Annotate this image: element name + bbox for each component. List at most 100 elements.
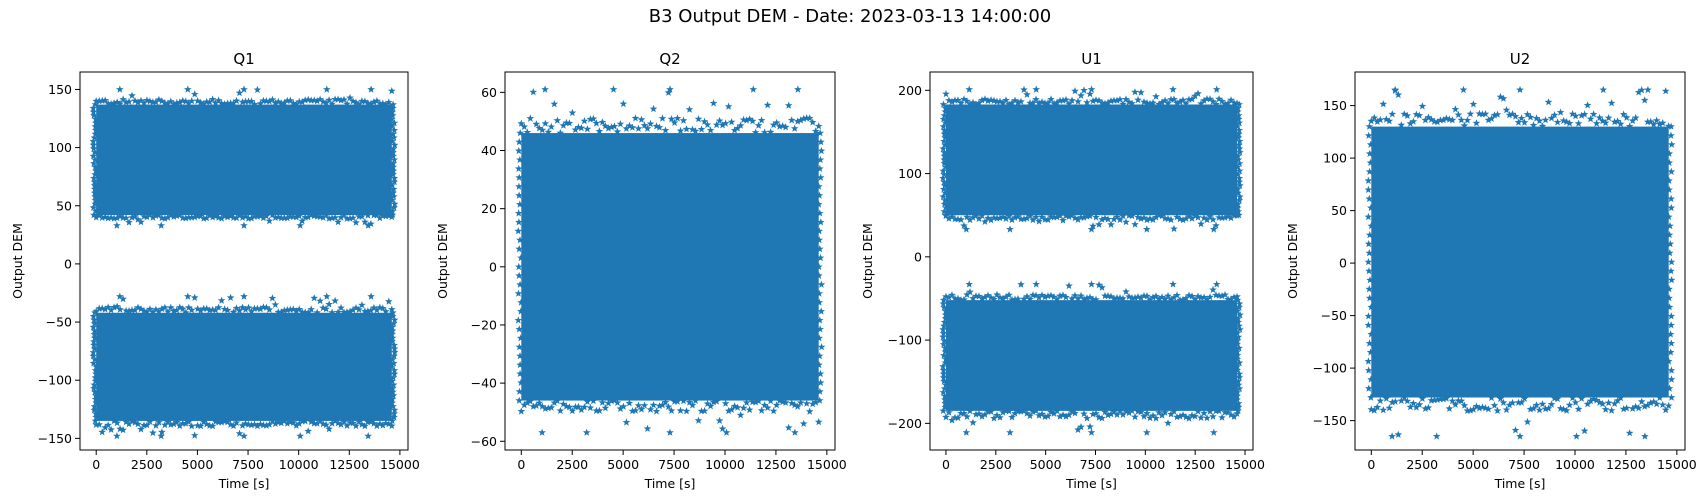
- data-point: [390, 344, 399, 352]
- data-point: [137, 218, 145, 226]
- data-point: [140, 99, 148, 107]
- data-point: [382, 307, 390, 315]
- data-point: [984, 407, 992, 415]
- data-point: [1367, 375, 1375, 383]
- data-point: [1665, 303, 1674, 311]
- data-point: [1087, 225, 1096, 233]
- data-point: [1665, 285, 1673, 293]
- data-point: [1364, 321, 1373, 329]
- data-point: [745, 115, 754, 123]
- data-point: [515, 271, 523, 279]
- data-point: [514, 289, 523, 297]
- data-point: [583, 125, 592, 133]
- data-point: [939, 144, 947, 152]
- y-tick-label: −100: [888, 333, 922, 348]
- data-point: [1487, 114, 1496, 122]
- data-point: [941, 392, 949, 400]
- data-point: [1433, 118, 1442, 126]
- data-point: [975, 292, 983, 300]
- data-point: [1622, 404, 1631, 412]
- data-point: [948, 212, 956, 221]
- x-tick-label: 15000: [1225, 457, 1265, 472]
- data-point: [1366, 348, 1375, 356]
- data-point: [1235, 130, 1243, 138]
- data-point: [1565, 401, 1574, 409]
- data-point: [1367, 203, 1375, 212]
- data-point: [280, 98, 289, 107]
- data-point: [1212, 221, 1220, 229]
- data-point: [520, 122, 529, 130]
- data-point: [388, 355, 397, 363]
- data-point: [91, 192, 99, 200]
- data-point: [208, 95, 217, 103]
- data-point: [1234, 314, 1242, 322]
- data-point: [389, 380, 398, 389]
- data-point: [1002, 407, 1010, 415]
- data-point: [182, 308, 190, 316]
- data-point: [91, 122, 100, 130]
- data-point: [516, 155, 524, 163]
- x-tick-label: 7500: [658, 457, 690, 472]
- data-point: [999, 213, 1007, 221]
- data-point: [125, 218, 133, 226]
- data-point: [586, 115, 595, 123]
- data-point: [939, 166, 947, 175]
- data-point: [960, 409, 968, 417]
- data-point: [607, 396, 616, 405]
- data-point: [706, 402, 715, 410]
- data-point: [1667, 131, 1675, 139]
- data-point: [1215, 95, 1223, 103]
- x-tick-label: 12500: [329, 457, 369, 472]
- data-point: [969, 418, 977, 426]
- data-point: [1236, 192, 1244, 200]
- data-point: [1568, 110, 1577, 118]
- data-point: [125, 97, 133, 105]
- data-point: [816, 253, 825, 262]
- data-point: [1370, 113, 1379, 122]
- data-point: [89, 137, 98, 145]
- data-point: [1002, 293, 1010, 301]
- x-tick-label: 5000: [1030, 457, 1062, 472]
- data-point: [1665, 149, 1673, 157]
- data-point: [277, 99, 286, 107]
- data-point: [954, 96, 962, 104]
- data-point: [390, 177, 399, 186]
- data-point: [1053, 407, 1061, 415]
- data-point: [784, 101, 793, 109]
- data-point: [385, 297, 393, 305]
- data-point: [790, 124, 799, 132]
- data-point: [1439, 395, 1448, 403]
- data-point: [1116, 407, 1124, 415]
- data-point: [1385, 404, 1394, 412]
- data-point: [1203, 295, 1211, 303]
- data-point: [655, 402, 664, 410]
- data-point: [658, 401, 667, 409]
- data-point: [1234, 406, 1242, 415]
- data-point: [1502, 405, 1511, 414]
- data-point: [1200, 293, 1208, 301]
- data-point: [1188, 411, 1196, 419]
- data-point: [119, 295, 127, 303]
- data-point: [1164, 292, 1172, 300]
- data-point: [1364, 258, 1373, 266]
- data-point: [1665, 294, 1673, 302]
- data-point: [1122, 95, 1130, 103]
- y-tick-label: −60: [471, 434, 497, 449]
- data-point: [541, 85, 549, 93]
- data-point: [661, 126, 670, 134]
- data-point: [1601, 118, 1610, 127]
- data-point: [1035, 217, 1043, 225]
- data-point: [167, 303, 175, 311]
- data-point: [996, 214, 1004, 222]
- data-point: [274, 308, 283, 316]
- data-point: [1005, 212, 1013, 220]
- data-point: [1236, 148, 1244, 156]
- data-point: [1089, 295, 1097, 303]
- data-point: [390, 348, 399, 356]
- data-point: [808, 118, 817, 126]
- data-point: [199, 99, 208, 108]
- data-point: [1634, 88, 1643, 96]
- data-point: [941, 314, 950, 322]
- data-point: [259, 213, 268, 222]
- data-point: [390, 200, 399, 208]
